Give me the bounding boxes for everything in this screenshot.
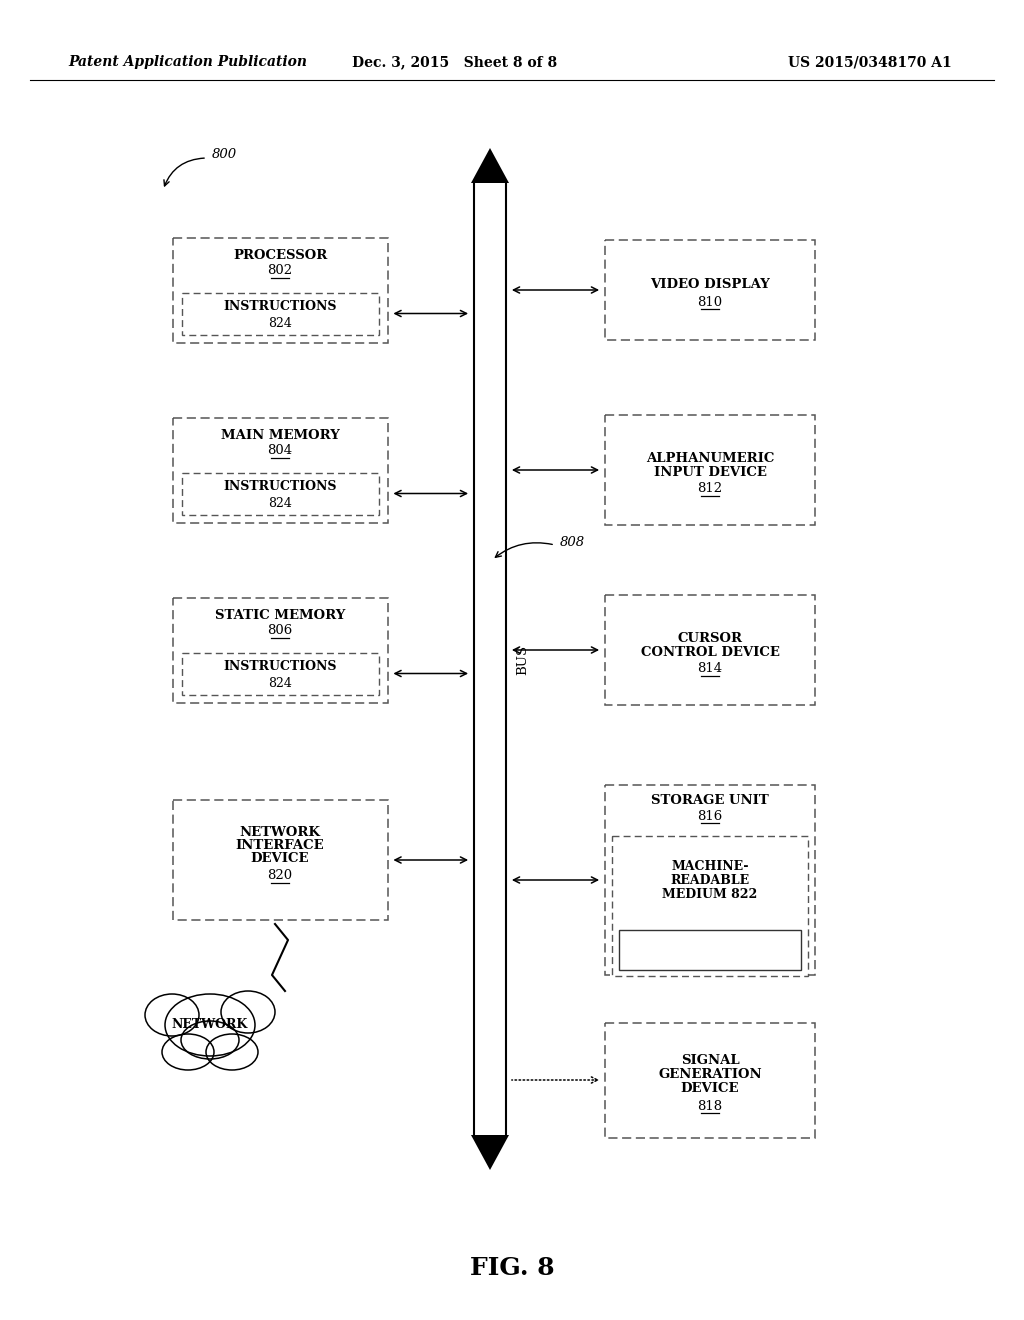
Bar xyxy=(605,1023,815,1138)
Text: INSTRUCTIONS: INSTRUCTIONS xyxy=(223,480,337,492)
Polygon shape xyxy=(471,148,509,183)
Text: INSTRUCTIONS: INSTRUCTIONS xyxy=(223,300,337,313)
Bar xyxy=(605,785,815,975)
Text: CONTROL DEVICE: CONTROL DEVICE xyxy=(641,645,779,659)
Ellipse shape xyxy=(165,994,255,1056)
Ellipse shape xyxy=(181,1020,239,1059)
Bar xyxy=(181,473,379,515)
Ellipse shape xyxy=(162,1034,214,1071)
Text: 818: 818 xyxy=(697,1100,723,1113)
Text: VIDEO DISPLAY: VIDEO DISPLAY xyxy=(650,279,770,292)
Text: 824: 824 xyxy=(268,498,292,510)
Text: INTERFACE: INTERFACE xyxy=(236,840,325,851)
Text: SIGNAL: SIGNAL xyxy=(681,1055,739,1068)
Bar xyxy=(172,417,387,523)
Text: 812: 812 xyxy=(697,483,723,495)
Ellipse shape xyxy=(221,991,275,1034)
Text: PROCESSOR: PROCESSOR xyxy=(232,249,327,261)
Bar xyxy=(181,293,379,334)
Text: 824: 824 xyxy=(268,317,292,330)
Text: 800: 800 xyxy=(212,148,238,161)
Text: STATIC MEMORY: STATIC MEMORY xyxy=(215,609,345,622)
Bar xyxy=(172,598,387,702)
Text: MACHINE-: MACHINE- xyxy=(672,859,749,873)
Text: 806: 806 xyxy=(267,624,293,638)
Text: Patent Application Publication: Patent Application Publication xyxy=(68,55,307,69)
Text: INSTRUCTIONS: INSTRUCTIONS xyxy=(653,936,767,949)
Bar xyxy=(605,595,815,705)
Text: READABLE: READABLE xyxy=(671,874,750,887)
Text: 804: 804 xyxy=(267,444,293,457)
Text: STORAGE UNIT: STORAGE UNIT xyxy=(651,795,769,808)
Text: ALPHANUMERIC: ALPHANUMERIC xyxy=(646,451,774,465)
Text: CURSOR: CURSOR xyxy=(678,631,742,644)
Text: 824: 824 xyxy=(698,952,722,965)
Text: DEVICE: DEVICE xyxy=(681,1082,739,1096)
Text: INSTRUCTIONS: INSTRUCTIONS xyxy=(223,660,337,673)
Ellipse shape xyxy=(206,1034,258,1071)
Text: 802: 802 xyxy=(267,264,293,277)
Text: 814: 814 xyxy=(697,663,723,676)
Text: 808: 808 xyxy=(560,536,585,549)
Polygon shape xyxy=(471,1135,509,1170)
Bar xyxy=(172,238,387,342)
Text: Dec. 3, 2015   Sheet 8 of 8: Dec. 3, 2015 Sheet 8 of 8 xyxy=(352,55,557,69)
Text: 826: 826 xyxy=(198,1038,222,1051)
Text: 820: 820 xyxy=(267,869,293,882)
Text: DEVICE: DEVICE xyxy=(251,851,309,865)
Bar xyxy=(605,240,815,341)
Text: GENERATION: GENERATION xyxy=(658,1068,762,1081)
Bar xyxy=(172,800,387,920)
Text: NETWORK: NETWORK xyxy=(240,826,321,840)
Text: 810: 810 xyxy=(697,296,723,309)
Text: FIG. 8: FIG. 8 xyxy=(470,1257,554,1280)
Bar xyxy=(618,931,801,970)
Text: US 2015/0348170 A1: US 2015/0348170 A1 xyxy=(788,55,952,69)
Bar xyxy=(612,836,808,975)
Text: BUS: BUS xyxy=(516,645,529,675)
Text: NETWORK: NETWORK xyxy=(172,1019,248,1031)
Ellipse shape xyxy=(145,994,199,1036)
Text: MAIN MEMORY: MAIN MEMORY xyxy=(220,429,339,442)
Text: 816: 816 xyxy=(697,809,723,822)
Text: INPUT DEVICE: INPUT DEVICE xyxy=(653,466,766,479)
Bar xyxy=(181,652,379,694)
Text: MEDIUM 822: MEDIUM 822 xyxy=(663,887,758,900)
Text: 824: 824 xyxy=(268,677,292,690)
Bar xyxy=(605,414,815,525)
